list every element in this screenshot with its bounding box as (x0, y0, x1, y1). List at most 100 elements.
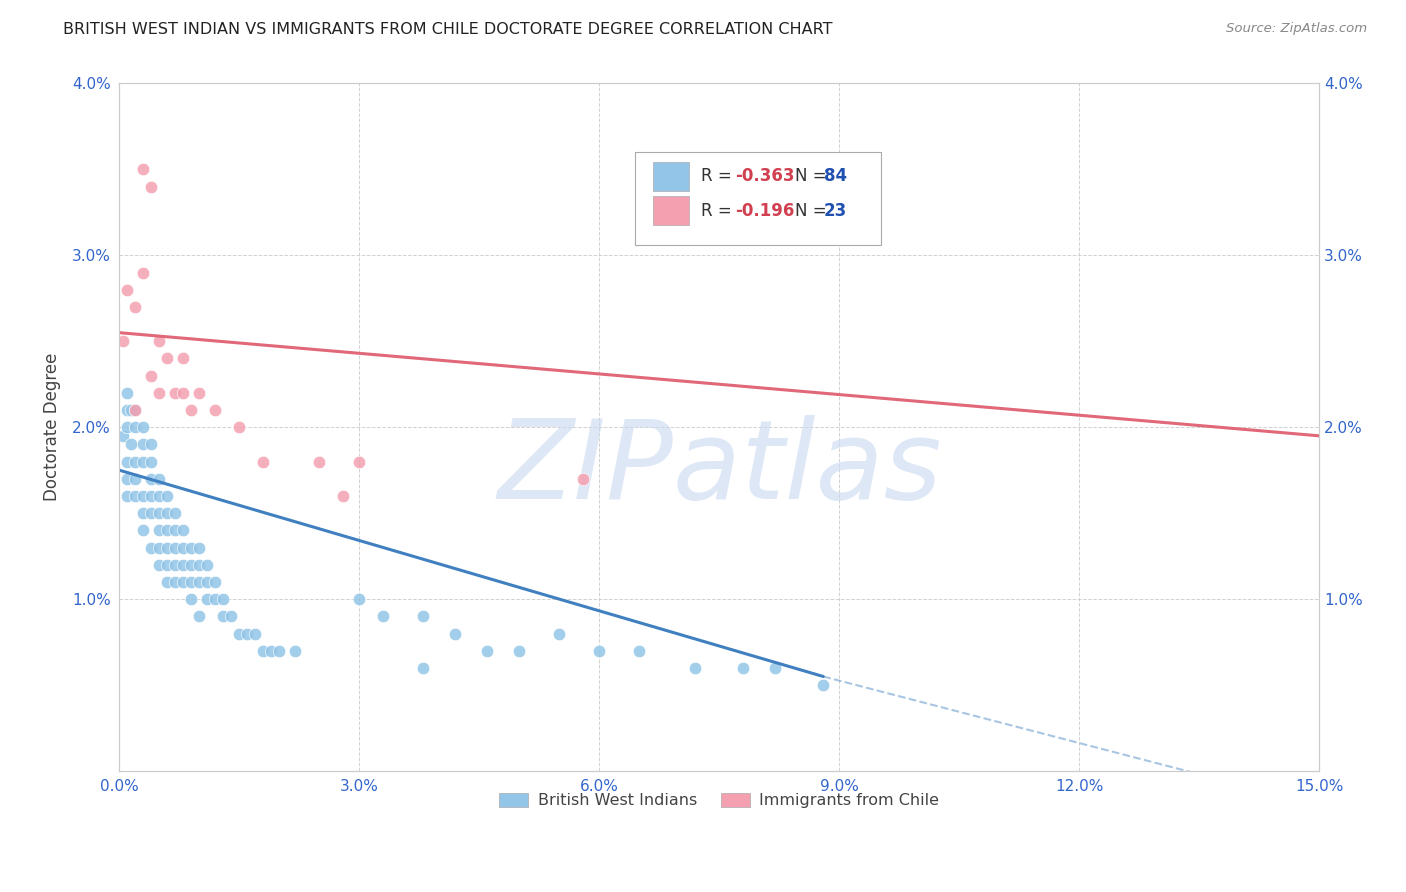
Point (228, 420, 250, 434)
Point (188, 574, 211, 589)
Point (156, 541, 179, 555)
Point (188, 609, 211, 624)
Point (180, 558, 202, 572)
Text: N =: N = (794, 168, 832, 186)
Point (188, 558, 211, 572)
Point (172, 351, 194, 366)
Point (141, 489, 163, 503)
Point (628, 643, 651, 657)
Point (284, 643, 307, 657)
Point (349, 592, 371, 607)
FancyBboxPatch shape (636, 153, 882, 245)
Point (156, 506, 179, 520)
Point (548, 626, 571, 640)
Point (165, 558, 187, 572)
Point (120, 437, 142, 451)
Point (172, 574, 194, 589)
Point (685, 661, 707, 675)
Point (252, 455, 274, 469)
Bar (654, 161, 689, 191)
Point (141, 179, 163, 194)
Point (269, 643, 291, 657)
Point (188, 385, 211, 400)
Point (148, 334, 170, 349)
Legend: British West Indians, Immigrants from Chile: British West Indians, Immigrants from Ch… (494, 786, 946, 814)
Point (204, 403, 226, 417)
Point (132, 266, 155, 280)
Point (117, 420, 139, 434)
Point (508, 643, 530, 657)
Point (172, 524, 194, 538)
Point (124, 420, 146, 434)
Point (148, 541, 170, 555)
Text: Source: ZipAtlas.com: Source: ZipAtlas.com (1226, 22, 1367, 36)
Text: N =: N = (794, 202, 832, 219)
Point (212, 609, 235, 624)
Point (252, 643, 274, 657)
Point (141, 506, 163, 520)
Point (132, 489, 155, 503)
Text: ZIPatlas: ZIPatlas (498, 415, 942, 522)
Point (120, 403, 142, 417)
Point (180, 541, 202, 555)
Point (141, 437, 163, 451)
Point (165, 574, 187, 589)
Point (228, 626, 250, 640)
Point (172, 541, 194, 555)
Point (156, 558, 179, 572)
Text: -0.363: -0.363 (735, 168, 794, 186)
Point (197, 592, 219, 607)
Point (733, 661, 755, 675)
Y-axis label: Doctorate Degree: Doctorate Degree (44, 353, 60, 501)
Point (412, 609, 434, 624)
Point (112, 429, 135, 443)
Point (148, 558, 170, 572)
Point (412, 661, 434, 675)
Point (221, 609, 243, 624)
Text: -0.196: -0.196 (735, 202, 794, 219)
Point (117, 472, 139, 486)
Point (141, 455, 163, 469)
Bar (654, 196, 689, 225)
Point (132, 420, 155, 434)
Point (477, 643, 499, 657)
Point (172, 385, 194, 400)
Text: BRITISH WEST INDIAN VS IMMIGRANTS FROM CHILE DOCTORATE DEGREE CORRELATION CHART: BRITISH WEST INDIAN VS IMMIGRANTS FROM C… (63, 22, 832, 37)
Point (444, 626, 467, 640)
Point (165, 506, 187, 520)
Point (112, 334, 135, 349)
Point (572, 472, 595, 486)
Point (124, 300, 146, 314)
Point (156, 489, 179, 503)
Point (204, 574, 226, 589)
Point (188, 541, 211, 555)
Point (117, 403, 139, 417)
Point (349, 455, 371, 469)
Point (132, 437, 155, 451)
Point (180, 574, 202, 589)
Point (180, 403, 202, 417)
Point (132, 524, 155, 538)
Point (197, 558, 219, 572)
Text: 84: 84 (824, 168, 846, 186)
Point (260, 643, 283, 657)
Point (204, 592, 226, 607)
Point (148, 506, 170, 520)
Point (212, 592, 235, 607)
Point (813, 678, 835, 692)
Point (141, 472, 163, 486)
Point (197, 574, 219, 589)
Point (156, 351, 179, 366)
Point (165, 385, 187, 400)
Point (148, 385, 170, 400)
Point (588, 643, 610, 657)
Point (132, 455, 155, 469)
Point (763, 661, 786, 675)
Point (141, 541, 163, 555)
Point (165, 541, 187, 555)
Text: R =: R = (702, 202, 737, 219)
Point (124, 489, 146, 503)
Point (117, 385, 139, 400)
Point (124, 403, 146, 417)
Point (156, 574, 179, 589)
